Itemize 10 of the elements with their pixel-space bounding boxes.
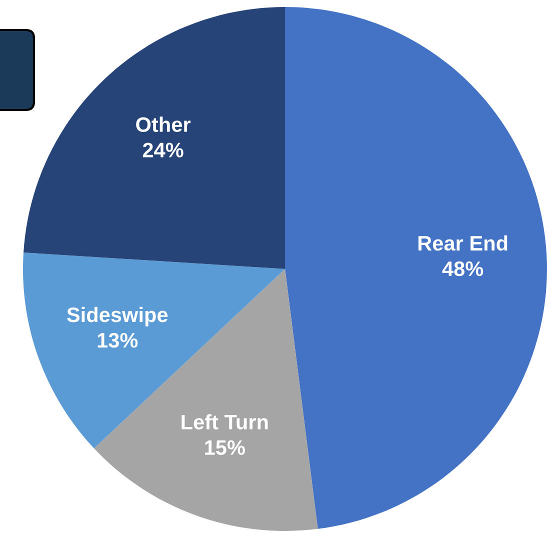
slice-label: Left Turn [182, 414, 268, 430]
slice-label: Other [136, 116, 191, 132]
slice-label: Rear End [418, 235, 508, 251]
pie-slice [24, 7, 285, 269]
data-label: 15% [205, 440, 245, 455]
data-label: 48% [442, 261, 484, 276]
slice-label: Sideswipe [67, 306, 168, 326]
pie-slice [285, 7, 547, 529]
data-label: 13% [98, 332, 138, 348]
data-label: 24% [142, 142, 184, 158]
